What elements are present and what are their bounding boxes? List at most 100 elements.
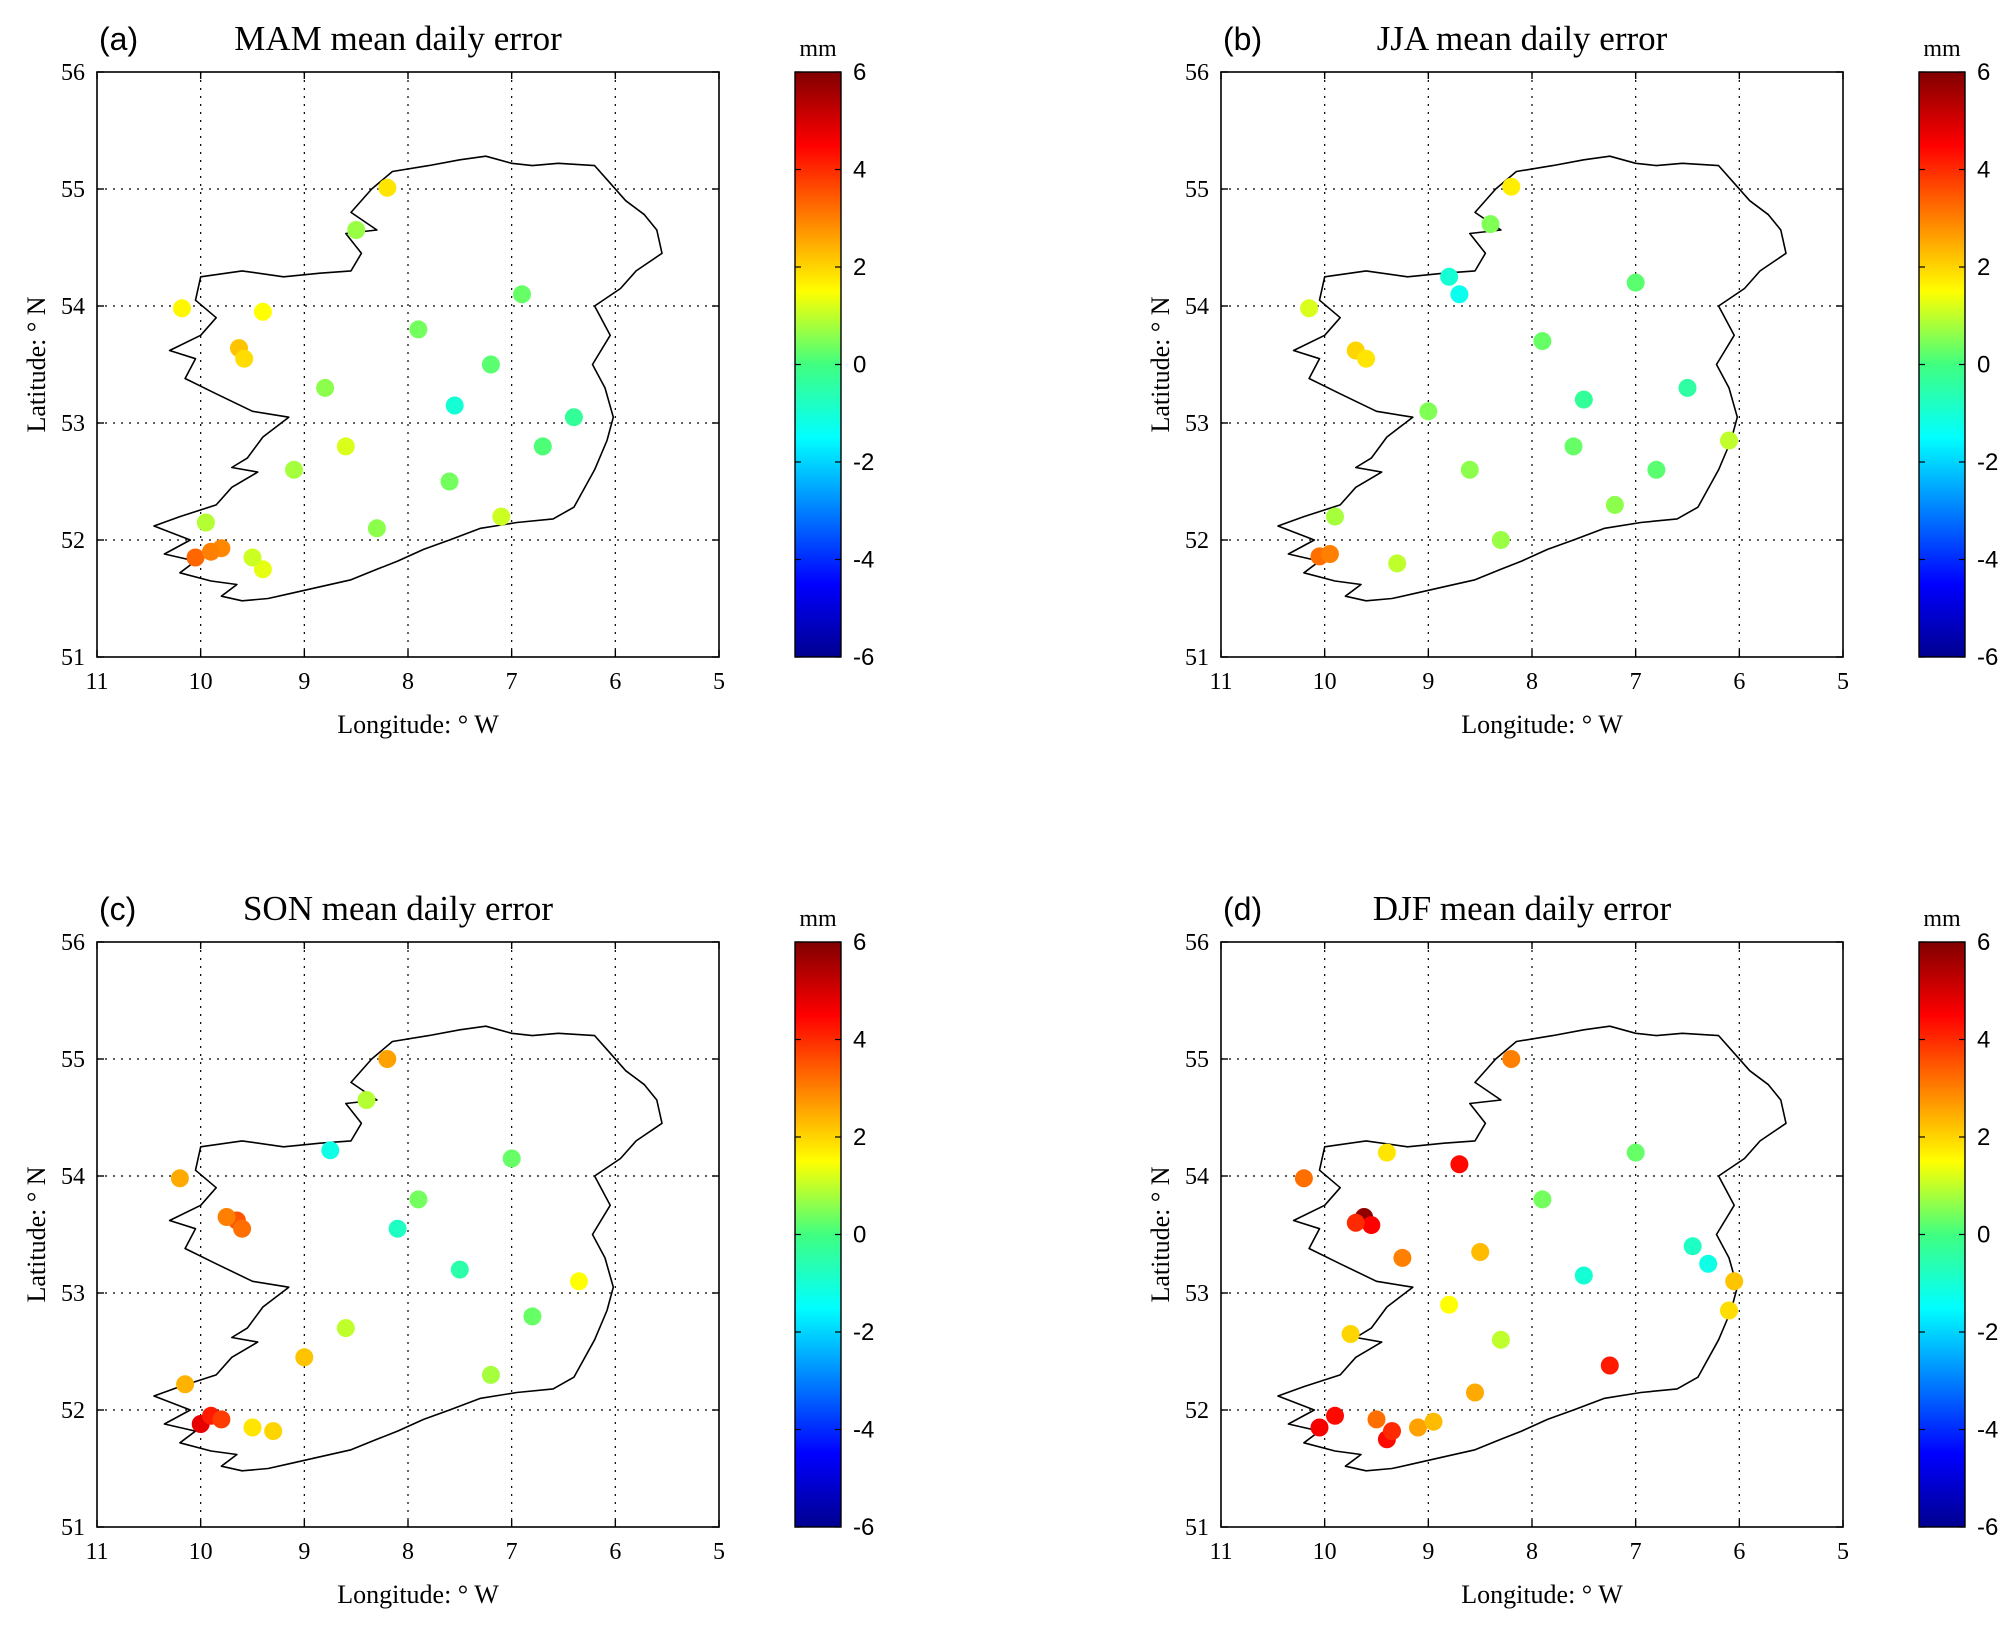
colorbar-tick-label: 4 [1977, 157, 1990, 184]
x-tick-label: 8 [402, 1539, 414, 1565]
panel-label: (a) [99, 21, 138, 57]
colorbar-tick-label: -4 [853, 547, 874, 574]
data-point [1626, 273, 1645, 292]
x-tick-label: 9 [1422, 1539, 1434, 1565]
data-point [1367, 1410, 1386, 1429]
x-tick-label: 7 [1630, 669, 1642, 695]
data-point [1346, 1213, 1365, 1232]
colorbar-tick-label: 2 [1977, 254, 1990, 281]
x-tick-label: 9 [298, 1539, 310, 1565]
data-point [502, 1149, 521, 1168]
colorbar-tick-label: -6 [853, 644, 874, 671]
panel-a: 11 10 9 8 7 6 5 51 52 53 54 55 56 (a) MAM mean daily e… [22, 19, 874, 739]
y-tick-label: 56 [61, 60, 85, 86]
x-tick-label: 6 [1733, 669, 1745, 695]
y-tick-label: 55 [1185, 1047, 1209, 1073]
chart-title: DJF mean daily error [1373, 889, 1672, 928]
data-point [1720, 1301, 1738, 1320]
data-point [243, 1418, 262, 1437]
data-point [1502, 177, 1521, 196]
data-point [1600, 1356, 1619, 1375]
data-point [173, 299, 191, 318]
colorbar-tick-label: 0 [1977, 352, 1990, 379]
y-tick-label: 52 [1185, 528, 1209, 554]
panel-b: 11 10 9 8 7 6 5 51 52 53 54 55 56 (b) JJA mean daily e… [1146, 19, 1998, 739]
data-point [1683, 1237, 1702, 1256]
colorbar-tick-label: -2 [853, 449, 874, 476]
panel-c: 11 10 9 8 7 6 5 51 52 53 54 55 56 (c) SON mean daily e… [22, 889, 874, 1609]
colorbar-unit: mm [1923, 36, 1961, 62]
data-point [176, 1375, 195, 1394]
y-tick-label: 54 [1185, 294, 1209, 320]
colorbar-tick-label: 0 [1977, 1222, 1990, 1249]
colorbar-tick-label: -6 [853, 1514, 874, 1541]
data-point [196, 513, 215, 532]
y-tick-label: 53 [1185, 411, 1209, 437]
data-point [1393, 1248, 1412, 1267]
colorbar-tick-label: 2 [1977, 1124, 1990, 1151]
colorbar-gradient [1919, 942, 1965, 1527]
data-point [570, 1272, 588, 1291]
data-point [243, 548, 262, 567]
data-point [1357, 349, 1376, 368]
data-point [1409, 1418, 1427, 1437]
colorbar-gradient [795, 942, 841, 1527]
data-point [347, 221, 366, 239]
data-point [253, 560, 272, 579]
panel-label: (d) [1223, 891, 1262, 927]
x-axis-label: Longitude: ° W [337, 710, 499, 739]
colorbar: 6 4 2 0 -2 -4 -6 mm [794, 906, 874, 1541]
y-tick-label: 52 [1185, 1398, 1209, 1424]
colorbar-gradient [1919, 72, 1965, 657]
colorbar-tick-label: 6 [1977, 929, 1990, 956]
y-tick-label: 51 [61, 1515, 85, 1541]
colorbar-tick-label: -2 [1977, 1319, 1998, 1346]
x-tick-label: 10 [189, 669, 213, 695]
data-point [336, 1319, 355, 1338]
data-point [378, 1050, 397, 1068]
x-tick-label: 11 [1209, 1539, 1232, 1565]
data-point [1678, 378, 1697, 397]
colorbar-tick-label: 6 [1977, 59, 1990, 86]
data-point [1310, 1418, 1329, 1437]
colorbar-tick-label: -6 [1977, 644, 1998, 671]
data-point [1440, 1295, 1459, 1314]
data-point [1362, 1216, 1381, 1235]
coastline [153, 155, 663, 602]
coastline [1277, 1025, 1787, 1472]
data-point [378, 178, 397, 197]
data-point [186, 548, 205, 567]
x-tick-label: 8 [1526, 1539, 1538, 1565]
colorbar-unit: mm [799, 906, 837, 932]
data-point [264, 1422, 283, 1441]
data-point [1326, 1406, 1344, 1425]
colorbar: 6 4 2 0 -2 -4 -6 mm [1918, 36, 1998, 671]
data-point [253, 302, 272, 321]
data-point [564, 408, 583, 427]
x-tick-label: 6 [1733, 1539, 1745, 1565]
y-tick-label: 54 [61, 1164, 85, 1190]
x-tick-label: 9 [298, 669, 310, 695]
x-tick-label: 6 [609, 1539, 621, 1565]
data-point [1460, 460, 1479, 479]
y-tick-label: 56 [1185, 60, 1209, 86]
data-point [1605, 495, 1624, 514]
data-point [235, 349, 254, 368]
data-point [1533, 332, 1552, 351]
data-point [1450, 285, 1469, 304]
panel-label: (b) [1223, 21, 1262, 57]
data-point [202, 542, 220, 561]
data-point [1320, 545, 1339, 563]
data-point [492, 507, 511, 526]
data-point [285, 460, 303, 479]
data-point [1564, 437, 1583, 456]
data-point [1725, 1272, 1744, 1291]
data-point [1377, 1143, 1396, 1162]
data-point [450, 1260, 469, 1279]
data-point [445, 396, 464, 415]
data-point [1481, 215, 1500, 234]
x-axis-label: Longitude: ° W [337, 1580, 499, 1609]
y-axis-label: Latitude: ° N [1146, 1166, 1175, 1302]
data-point [1491, 531, 1510, 549]
data-point [321, 1141, 340, 1160]
